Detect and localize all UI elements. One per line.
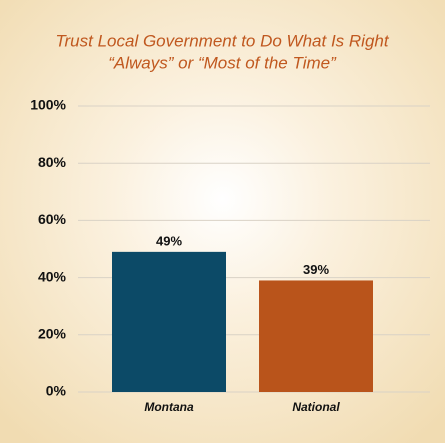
y-tick-label: 40% [38,268,67,284]
value-label: 39% [303,262,329,277]
bar [259,280,373,392]
chart-title: Trust Local Government to Do What Is Rig… [55,31,389,50]
y-tick-label: 0% [46,383,67,399]
x-tick-label: National [292,400,340,414]
y-tick-label: 100% [30,97,66,113]
y-tick-label: 80% [38,154,67,170]
value-label: 49% [156,233,182,248]
bar [112,251,226,392]
y-tick-label: 60% [38,211,67,227]
chart-title: “Always” or “Most of the Time” [108,53,337,72]
x-tick-label: Montana [144,400,194,414]
y-tick-label: 20% [38,326,67,342]
